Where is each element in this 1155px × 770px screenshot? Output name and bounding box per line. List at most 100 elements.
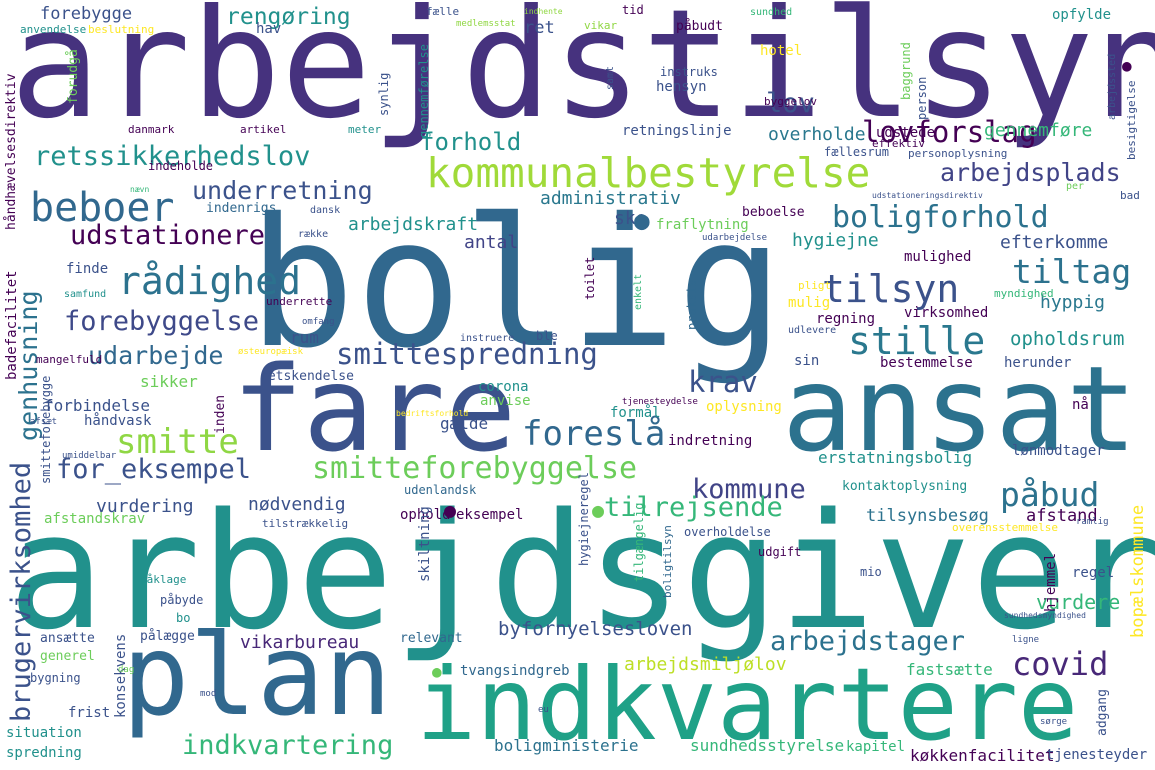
word-hyppig: hyppig	[1040, 292, 1106, 313]
word-mulig: mulig	[788, 295, 831, 311]
word-radighed: rådighed	[118, 259, 302, 303]
word-indkvartere: indkvartere	[416, 646, 1079, 763]
word-pabyde: påbyde	[160, 593, 204, 607]
word-gaelde: gælde	[440, 414, 489, 433]
word-myndighed: myndighed	[994, 287, 1054, 300]
word-virksomhed: virksomhed	[904, 305, 989, 321]
word-mulighed: mulighed	[904, 249, 972, 265]
word-plan: plan	[122, 611, 392, 741]
word-faellesrum: fællesrum	[824, 145, 890, 159]
word-osteuropaeisk: østeuropæisk	[238, 347, 304, 357]
word-rum: rum	[290, 328, 319, 347]
word-arbejdskraft: arbejdskraft	[348, 214, 479, 235]
word-overholdelse: overholdelse	[684, 525, 771, 539]
word-bad: bad	[1120, 189, 1140, 202]
word-sikker: sikker	[140, 372, 198, 391]
word-underrette: underrette	[266, 295, 333, 308]
word-paklage: påklage	[140, 573, 187, 586]
word-beboelse: beboelse	[742, 205, 805, 220]
word-smitte: smitte	[116, 422, 239, 462]
word-genhuse: genhuse	[506, 275, 520, 326]
word-arbejdsgiver: arbejdsgiver	[8, 478, 1155, 665]
word-boligministerie: boligministerie	[494, 736, 639, 755]
word-sundhedsmyndighed: sundhedsmyndighed	[1004, 611, 1086, 620]
word-lov: lov	[766, 88, 815, 119]
word-indkvartering: indkvartering	[182, 730, 394, 761]
word-smittespredning: smittespredning	[336, 337, 598, 371]
word-tilgaengelig: tilgængelig	[632, 502, 646, 582]
word-indhente: indhente	[524, 7, 563, 16]
word-hygiejneregel: hygiejneregel	[577, 472, 591, 566]
word-forhold: forhold	[420, 128, 522, 156]
word-byfornyelsesloven: byfornyelsesloven	[498, 618, 693, 640]
word-arbejdstager: arbejdstager	[770, 626, 966, 657]
word-synlig: synlig	[377, 72, 391, 116]
dot-mark: ●	[432, 662, 442, 681]
word-erstatningsbolig: erstatningsbolig	[818, 448, 973, 467]
word-hensyn: hensyn	[656, 79, 707, 95]
word-udenlandsk: udenlandsk	[404, 483, 477, 497]
word-raekke: række	[298, 229, 329, 240]
word-fraflytning: fraflytning	[656, 217, 749, 233]
word-vurdering: vurdering	[96, 496, 194, 517]
word-skiltning: skiltning	[417, 506, 433, 582]
word-baggrund: baggrund	[899, 42, 913, 100]
word-dag: dag	[118, 665, 135, 675]
word-inden: inden	[213, 394, 228, 434]
word-vikar: vikar	[584, 19, 618, 32]
word-kokkenfacilitet: køkkenfacilitet	[910, 746, 1055, 765]
dot-mark: ●	[592, 498, 605, 522]
word-sorge: sørge	[1040, 717, 1068, 727]
word-afsaet: afsæt	[30, 417, 58, 427]
word-instruks: instruks	[660, 65, 718, 79]
word-udstede: udstede	[876, 125, 936, 141]
word-udstationeringsdirektiv: udstationeringsdirektiv	[872, 191, 983, 200]
word-dansk: dansk	[310, 205, 341, 216]
dot-mark: ●	[634, 206, 650, 236]
word-generel: generel	[40, 649, 95, 664]
word-udgift: udgift	[758, 545, 802, 559]
word-covid: covid	[1012, 645, 1109, 683]
dot-mark: ●	[444, 498, 457, 522]
word-konsekvens: konsekvens	[113, 633, 129, 718]
word-underretning: underretning	[192, 176, 373, 205]
word-ske: ske	[614, 208, 647, 229]
word-meter: meter	[348, 123, 382, 136]
word-rengoring: rengøring	[226, 4, 351, 30]
word-eu: eu	[538, 705, 549, 715]
word-forbindelse: forbindelse	[44, 396, 150, 415]
word-danmark: danmark	[128, 123, 175, 136]
word-fastsaette: fastsætte	[906, 660, 993, 679]
word-tilsynsbesog: tilsynsbesøg	[866, 506, 989, 526]
word-finde: finde	[66, 261, 109, 277]
word-oplysning: oplysning	[706, 399, 782, 415]
word-stille: stille	[848, 319, 986, 363]
word-arbejdsmiljolov: arbejdsmiljølov	[624, 654, 787, 675]
word-herunder: herunder	[1004, 355, 1072, 371]
word-arbejdssted: arbejdssted	[1107, 53, 1118, 120]
word-instruere: instruere	[460, 333, 515, 344]
word-samfund: samfund	[64, 289, 107, 300]
word-boligtilsyn: boligtilsyn	[661, 525, 674, 598]
word-sundhedsstyrelse: sundhedsstyrelse	[690, 736, 845, 755]
word-bo: bo	[176, 611, 191, 625]
word-fare: fare	[232, 340, 517, 478]
word-enkelt: enkelt	[633, 273, 644, 310]
word-medlemsstat: medlemsstat	[456, 19, 516, 29]
word-praksis: praksis	[685, 279, 699, 330]
word-retssikkerhedslov: retssikkerhedslov	[34, 141, 311, 172]
word-indenrigs: indenrigs	[206, 201, 277, 216]
word-handhaevelsesdirektiv: håndhævelsesdirektiv	[4, 73, 19, 230]
word-pabudt: påbudt	[676, 19, 723, 34]
word-effektiv: effektiv	[872, 137, 925, 150]
word-bolig: bolig	[248, 180, 784, 387]
word-krav: krav	[688, 365, 758, 399]
word-sin: sin	[794, 353, 820, 369]
word-faelle: fælle	[426, 5, 460, 18]
word-boligforhold: boligforhold	[832, 200, 1049, 235]
word-foresla: foreslå	[522, 414, 666, 454]
word-ble: ble	[536, 329, 558, 343]
word-frist: frist	[68, 705, 111, 721]
word-eksempel: eksempel	[456, 507, 524, 523]
